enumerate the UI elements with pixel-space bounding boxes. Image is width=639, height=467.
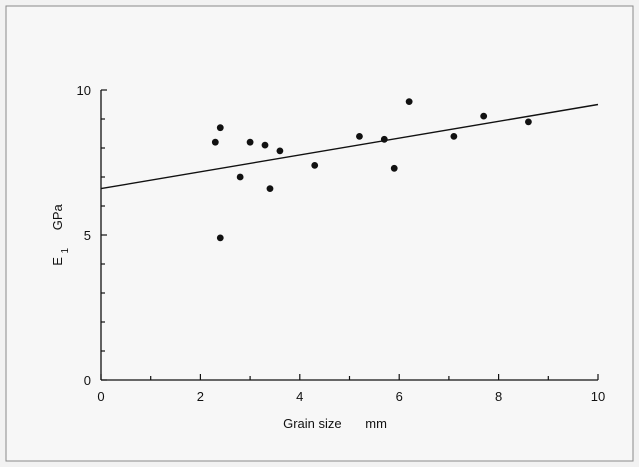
x-tick-label: 6 <box>396 389 403 404</box>
data-point <box>450 133 458 140</box>
x-axis-unit: mm <box>365 416 387 431</box>
data-point <box>311 162 319 169</box>
x-tick-label: 8 <box>495 389 502 404</box>
data-point <box>261 141 269 149</box>
y-tick-label: 0 <box>84 373 91 388</box>
data-point <box>216 234 224 242</box>
data-point <box>216 124 224 132</box>
regression-line <box>100 103 599 190</box>
x-tick-label: 0 <box>97 389 104 404</box>
x-tick-label: 4 <box>296 389 303 404</box>
data-point <box>480 112 488 120</box>
y-axis-label-text: E <box>50 257 65 266</box>
y-axis-ticks: 0 5 10 <box>77 83 107 388</box>
y-tick-label: 10 <box>77 83 91 98</box>
y-tick-label: 5 <box>84 228 91 243</box>
data-point <box>211 138 219 146</box>
data-point <box>525 118 532 126</box>
x-tick-label: 10 <box>591 389 605 404</box>
data-points <box>211 98 532 242</box>
x-axis-ticks: 0 2 4 6 8 10 <box>97 374 605 404</box>
data-point <box>390 164 398 172</box>
x-tick-label: 2 <box>197 389 204 404</box>
y-axis-unit: GPa <box>50 203 65 230</box>
data-point <box>246 138 254 146</box>
x-axis-label: Grain size mm <box>283 416 387 431</box>
x-axis-label-text: Grain size <box>283 416 342 431</box>
data-point <box>236 173 244 181</box>
y-axis-label-subscript: 1 <box>60 247 71 253</box>
data-point <box>380 135 388 143</box>
y-axis-label: E 1 GPa <box>50 203 71 265</box>
data-point <box>405 98 413 105</box>
data-point <box>356 133 363 140</box>
data-point <box>266 185 274 193</box>
data-point <box>276 147 284 155</box>
figure-frame <box>5 5 634 462</box>
